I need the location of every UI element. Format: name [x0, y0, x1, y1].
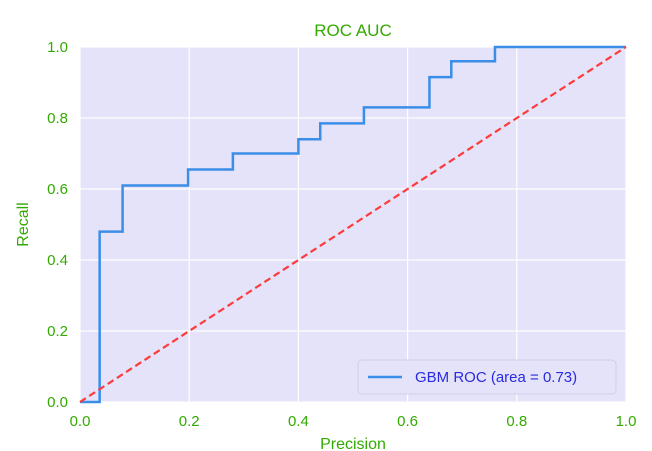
x-tick-label: 0.2 — [179, 413, 200, 430]
x-tick-label: 0.8 — [506, 413, 527, 430]
chance-diagonal-line — [79, 46, 627, 403]
y-axis-label: Recall — [15, 202, 32, 246]
x-tick-label: 0.4 — [288, 413, 309, 430]
y-tick-label: 0.2 — [47, 323, 68, 340]
tick-labels: 0.0 0.2 0.4 0.6 0.8 1.0 0.0 0.2 0.4 0.6 0.8 1.0 — [47, 39, 636, 430]
y-tick-label: 0.4 — [47, 252, 68, 269]
roc-curve-line — [80, 45, 626, 404]
legend-entry: GBM ROC (area = 0.73) — [415, 369, 577, 386]
y-tick-label: 0.0 — [47, 394, 68, 411]
series-layer — [79, 45, 627, 404]
y-tick-label: 0.8 — [47, 110, 68, 127]
x-tick-label: 0.6 — [397, 413, 418, 430]
legend-box — [357, 359, 617, 395]
x-tick-label: 0.0 — [70, 413, 91, 430]
x-axis-label: Precision — [320, 436, 386, 451]
chart-title: ROC AUC — [314, 21, 391, 40]
grid-lines — [79, 46, 627, 403]
legend: GBM ROC (area = 0.73) — [357, 359, 617, 395]
y-tick-label: 0.6 — [47, 181, 68, 198]
y-tick-label: 1.0 — [47, 39, 68, 56]
x-tick-label: 1.0 — [616, 413, 637, 430]
